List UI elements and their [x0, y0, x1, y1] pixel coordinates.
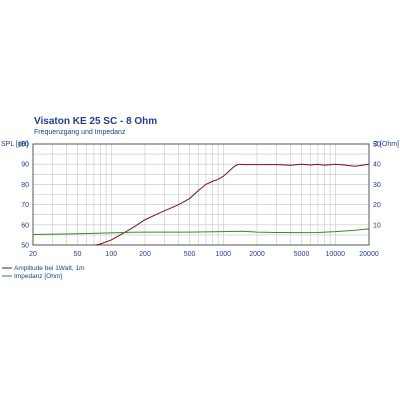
x-tick-label: 10000 [326, 251, 346, 258]
y-left-tick-label: 80 [21, 182, 29, 189]
y-left-tick-label: 90 [21, 162, 29, 169]
x-tick-label: 20000 [359, 251, 379, 258]
x-tick-label: 1000 [215, 251, 231, 258]
legend: Amplitude bei 1Watt, 1m Impedanz [Ohm] [2, 265, 85, 280]
y-right-tick-label: 30 [373, 182, 381, 189]
chart-title: Visaton KE 25 SC - 8 Ohm [34, 116, 157, 127]
y-left-tick-label: 100 [17, 142, 29, 149]
y-left-tick-label: 70 [21, 202, 29, 209]
grid [33, 144, 369, 245]
x-tick-label: 2000 [249, 251, 265, 258]
x-tick-label: 200 [139, 251, 151, 258]
x-tick-label: 500 [184, 251, 196, 258]
x-tick-label: 20 [29, 251, 37, 258]
chart-subtitle: Frequenzgang und Impedanz [34, 129, 126, 136]
y-axis-right-label: Z [Ohm] [374, 141, 399, 148]
y-right-tick-label: 40 [373, 162, 381, 169]
amplitude-series-line [93, 163, 369, 245]
plot-frame [32, 143, 370, 246]
y-right-tick-label: 10 [373, 222, 381, 229]
legend-label-amplitude: Amplitude bei 1Watt, 1m [14, 265, 85, 272]
legend-label-impedance: Impedanz [Ohm] [14, 273, 62, 280]
y-right-tick-label: 50 [373, 142, 381, 149]
y-right-tick-label: 20 [373, 202, 381, 209]
tick-labels: 20 50 100 200 500 1000 2000 5000 10000 2000010090… [17, 142, 381, 259]
x-tick-label: 5000 [294, 251, 310, 258]
series-lines [33, 163, 369, 245]
y-left-tick-label: 50 [21, 243, 29, 250]
impedance-series-line [33, 228, 369, 235]
y-axis-left-label: SPL [dB] [1, 141, 28, 148]
x-tick-label: 50 [74, 251, 82, 258]
y-left-tick-label: 60 [21, 222, 29, 229]
x-tick-label: 100 [105, 251, 117, 258]
